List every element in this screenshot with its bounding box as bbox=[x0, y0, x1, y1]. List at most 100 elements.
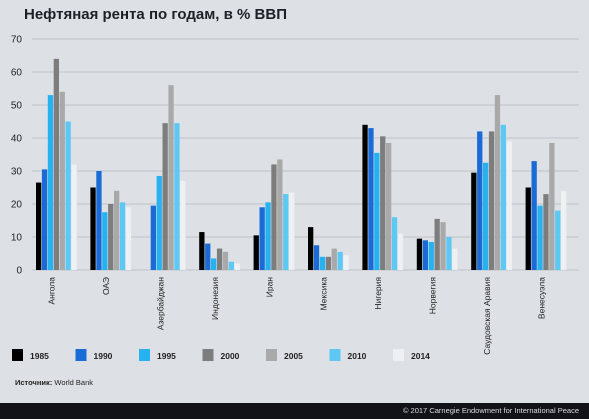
bar bbox=[41, 169, 48, 270]
y-tick-label: 10 bbox=[11, 233, 23, 244]
bar bbox=[47, 95, 54, 270]
bar bbox=[65, 121, 71, 270]
bar bbox=[180, 180, 186, 270]
bar bbox=[125, 207, 132, 270]
bar bbox=[313, 245, 320, 270]
bar bbox=[162, 123, 168, 271]
bar bbox=[253, 235, 259, 270]
bar bbox=[108, 204, 114, 270]
x-tick-label: Азербайджан bbox=[155, 277, 165, 330]
bar bbox=[319, 256, 326, 270]
bar bbox=[362, 124, 368, 270]
legend-label: 2000 bbox=[221, 351, 240, 361]
source-label: Источник: bbox=[15, 378, 53, 387]
bar bbox=[205, 243, 211, 270]
bar bbox=[397, 233, 404, 270]
bar bbox=[561, 190, 567, 270]
legend-swatch bbox=[393, 349, 404, 361]
bar bbox=[114, 190, 120, 270]
bar bbox=[452, 248, 458, 270]
legend-swatch bbox=[139, 349, 150, 361]
bar bbox=[391, 217, 398, 270]
x-tick-label: Индонезия bbox=[210, 277, 220, 320]
footer-bar: © 2017 Carnegie Endowment for Internatio… bbox=[0, 403, 589, 419]
chart-title: Нефтяная рента по годам, в % ВВП bbox=[24, 6, 287, 23]
bar bbox=[36, 182, 42, 270]
bar bbox=[500, 124, 506, 270]
bar bbox=[71, 164, 77, 270]
bar bbox=[90, 187, 96, 270]
y-tick-label: 50 bbox=[11, 101, 23, 112]
bar bbox=[422, 240, 428, 270]
bar bbox=[265, 202, 271, 270]
legend-swatch bbox=[75, 349, 87, 361]
y-tick-label: 40 bbox=[11, 134, 23, 145]
bar bbox=[222, 251, 229, 270]
bar bbox=[386, 142, 392, 270]
bar bbox=[150, 205, 156, 270]
legend-swatch bbox=[329, 349, 341, 361]
bar bbox=[555, 210, 561, 270]
x-tick-label: Венесуэла bbox=[536, 277, 546, 319]
bar bbox=[471, 172, 477, 270]
legend-label: 1985 bbox=[30, 351, 49, 361]
bar bbox=[289, 192, 295, 270]
legend-swatch bbox=[266, 349, 277, 361]
bar bbox=[506, 141, 512, 270]
bar bbox=[259, 207, 265, 270]
bar bbox=[211, 258, 217, 270]
legend-label: 2010 bbox=[348, 351, 367, 361]
x-tick-label: Ангола bbox=[47, 277, 57, 305]
bar bbox=[440, 222, 446, 270]
legend-label: 2014 bbox=[411, 351, 430, 361]
bar bbox=[168, 85, 174, 270]
bar bbox=[343, 255, 349, 270]
bar bbox=[416, 238, 423, 270]
bar bbox=[199, 232, 205, 270]
source-value: World Bank bbox=[54, 378, 94, 387]
x-tick-label: Норвегия bbox=[427, 277, 437, 315]
y-tick-label: 30 bbox=[11, 167, 23, 178]
x-tick-label: Саудовская Аравия bbox=[482, 277, 492, 355]
bar bbox=[488, 131, 495, 270]
bar bbox=[277, 159, 283, 270]
bar bbox=[337, 251, 343, 270]
x-tick-label: Мексика bbox=[319, 277, 329, 311]
legend-label: 1990 bbox=[94, 351, 113, 361]
x-tick-label: ОАЭ bbox=[101, 277, 111, 295]
bar bbox=[102, 212, 108, 270]
bar bbox=[368, 128, 374, 270]
bar bbox=[96, 171, 102, 270]
bar bbox=[477, 131, 483, 270]
bar bbox=[428, 241, 434, 270]
bar bbox=[325, 256, 331, 270]
bar bbox=[525, 187, 531, 270]
bar bbox=[494, 95, 501, 270]
bar bbox=[271, 164, 277, 270]
bar bbox=[234, 263, 240, 270]
y-tick-label: 60 bbox=[11, 68, 23, 79]
footer-copyright: © 2017 Carnegie Endowment for Internatio… bbox=[402, 406, 579, 415]
bar bbox=[53, 58, 59, 270]
bar bbox=[434, 218, 440, 270]
bar bbox=[537, 205, 543, 270]
x-tick-label: Иран bbox=[264, 277, 274, 298]
bar bbox=[59, 91, 65, 270]
bar bbox=[156, 175, 162, 270]
x-tick-label: Нигерия bbox=[373, 277, 383, 310]
source-note: Источник: World Bank bbox=[15, 378, 93, 387]
legend-swatch bbox=[12, 349, 23, 361]
bar bbox=[216, 248, 223, 270]
bar bbox=[283, 194, 289, 270]
bar bbox=[331, 248, 337, 270]
y-tick-label: 20 bbox=[11, 200, 23, 211]
bar bbox=[380, 136, 386, 270]
bar bbox=[483, 162, 489, 270]
bar bbox=[531, 161, 537, 270]
bar bbox=[228, 261, 234, 270]
bar bbox=[446, 237, 452, 270]
legend-swatch bbox=[202, 349, 214, 361]
legend-label: 1995 bbox=[157, 351, 176, 361]
